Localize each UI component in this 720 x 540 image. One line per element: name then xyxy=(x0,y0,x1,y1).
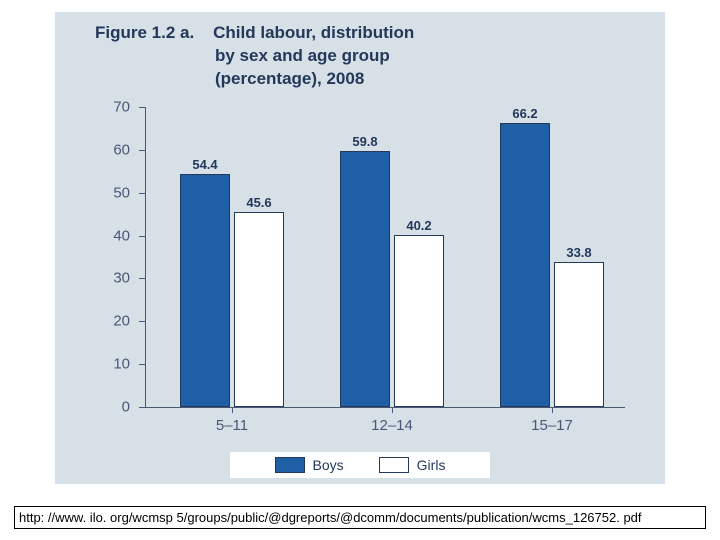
chart-title: Figure 1.2 a. Child labour, distribution… xyxy=(95,22,625,91)
x-category-label: 5–11 xyxy=(216,417,248,434)
chart-title-line1: Child labour, distribution xyxy=(213,23,414,42)
page-frame: Figure 1.2 a. Child labour, distribution… xyxy=(0,0,720,540)
y-tick-label: 0 xyxy=(90,399,130,416)
legend-swatch-boys xyxy=(275,457,305,473)
legend: Boys Girls xyxy=(230,452,490,478)
bar-value-label: 40.2 xyxy=(406,218,431,233)
y-tick-mark xyxy=(139,150,145,151)
x-axis xyxy=(145,407,625,408)
y-tick-label: 50 xyxy=(90,184,130,201)
y-tick-mark xyxy=(139,407,145,408)
legend-swatch-girls xyxy=(379,457,409,473)
legend-item-boys: Boys xyxy=(275,457,344,473)
y-tick-label: 40 xyxy=(90,227,130,244)
y-tick-label: 60 xyxy=(90,141,130,158)
x-tick-mark xyxy=(552,407,553,413)
y-tick-label: 70 xyxy=(90,99,130,116)
bar-girls xyxy=(234,212,284,407)
y-axis xyxy=(145,107,146,407)
bar-girls xyxy=(554,262,604,407)
x-tick-mark xyxy=(392,407,393,413)
bar-boys xyxy=(500,123,550,407)
x-category-label: 12–14 xyxy=(371,417,413,434)
bar-value-label: 66.2 xyxy=(512,106,537,121)
legend-label-girls: Girls xyxy=(417,457,446,473)
y-tick-label: 20 xyxy=(90,313,130,330)
source-url: http: //www. ilo. org/wcmsp 5/groups/pub… xyxy=(14,506,706,529)
y-tick-label: 30 xyxy=(90,270,130,287)
y-tick-mark xyxy=(139,107,145,108)
bar-boys xyxy=(340,151,390,407)
x-category-label: 15–17 xyxy=(531,417,573,434)
bar-value-label: 59.8 xyxy=(352,134,377,149)
chart-title-line2: by sex and age group xyxy=(215,45,625,68)
bar-boys xyxy=(180,174,230,407)
y-tick-mark xyxy=(139,364,145,365)
figure-number: Figure 1.2 a. xyxy=(95,23,194,42)
bar-value-label: 54.4 xyxy=(192,157,217,172)
bar-value-label: 45.6 xyxy=(246,195,271,210)
y-tick-mark xyxy=(139,321,145,322)
bar-girls xyxy=(394,235,444,407)
x-tick-mark xyxy=(232,407,233,413)
legend-item-girls: Girls xyxy=(379,457,446,473)
y-tick-mark xyxy=(139,278,145,279)
y-tick-mark xyxy=(139,236,145,237)
y-tick-label: 10 xyxy=(90,356,130,373)
bar-value-label: 33.8 xyxy=(566,245,591,260)
legend-label-boys: Boys xyxy=(313,457,344,473)
y-tick-mark xyxy=(139,193,145,194)
chart-panel: Figure 1.2 a. Child labour, distribution… xyxy=(55,12,665,484)
plot-area: 01020304050607054.445.65–1159.840.212–14… xyxy=(145,107,625,407)
chart-title-line3: (percentage), 2008 xyxy=(215,68,625,91)
